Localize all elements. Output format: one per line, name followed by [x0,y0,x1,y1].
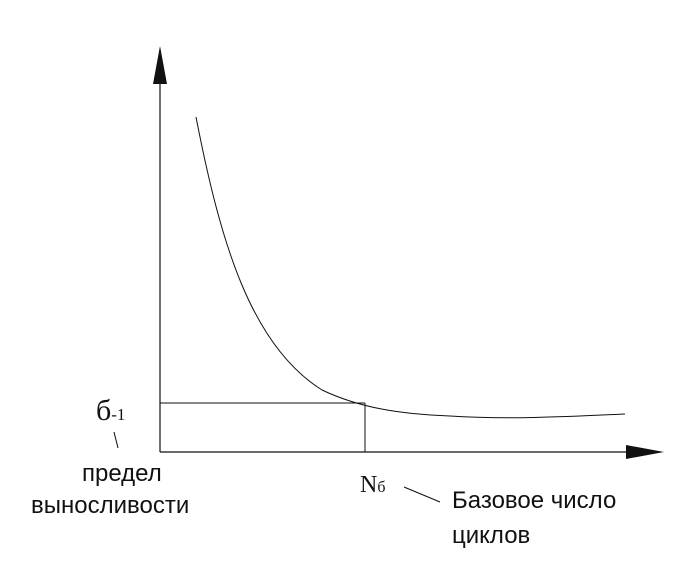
x-marker-caption-line1: Базовое число [452,487,616,514]
y-marker-subscript: -1 [111,405,125,424]
x-axis-arrowhead [626,445,664,459]
x-marker-subscript: б [377,479,385,496]
x-marker-caption-line2: циклов [452,522,530,549]
fatigue-curve [195,116,626,419]
y-marker-symbol: б [96,394,111,427]
y-axis-arrowhead [153,46,167,84]
x-marker-symbol: N [360,472,377,498]
y-marker-leader [113,431,119,449]
y-marker-caption-line2: выносливости [31,492,189,519]
x-marker-label: Nб [360,472,385,498]
x-marker-leader [403,486,441,503]
y-marker-caption-line1: предел [82,460,162,487]
y-marker-label: б-1 [96,394,125,427]
